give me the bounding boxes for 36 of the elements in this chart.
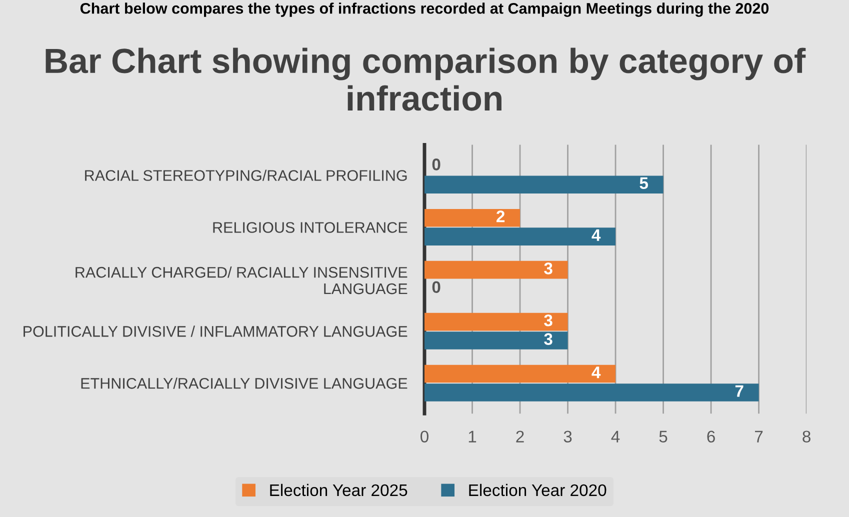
y-tick-label: POLITICALLY DIVISIVE / INFLAMMATORY LANGUAGE [24,326,408,337]
x-tick-label: 2 [516,430,524,442]
y-tick-label: RELIGIOUS INTOLERANCE [213,222,408,233]
data-label: 2 [496,210,505,222]
x-tick-label: 8 [802,430,810,443]
bar [424,208,520,227]
bar [424,228,616,246]
x-tick-label: 6 [707,430,715,443]
legend-label: Election Year 2025 [270,484,408,496]
bar [424,332,568,350]
bar [424,176,664,194]
text: Chart below compares the types of infractions recorded at Campaign Meetings during the 2020 [80,2,769,17]
y-tick-label: ETHNICALLY/RACIALLY DIVISIVE LANGUAGE [81,378,408,389]
data-label: 3 [544,314,552,326]
legend-label: Election Year 2020 [469,484,606,496]
bar [424,312,568,331]
data-label: 4 [592,366,601,378]
bar [424,260,568,279]
x-tick-label: 7 [755,430,763,442]
y-tick-label: RACIAL STEREOTYPING/RACIAL PROFILING [85,170,407,181]
data-label: 0 [432,281,440,294]
bar [424,364,616,383]
chart-title: Bar Chart showing comparison by category of infraction [46,48,806,111]
bar [424,384,759,402]
x-tick-label: 0 [420,430,428,443]
data-label: 7 [735,385,744,397]
data-label: 4 [592,229,601,241]
x-tick-label: 1 [468,430,476,442]
data-label: 3 [544,333,552,346]
x-tick-label: 3 [564,430,572,443]
data-label: 3 [544,262,552,274]
x-tick-label: 5 [659,430,668,443]
data-label: 0 [432,158,440,170]
x-tick-label: 4 [611,430,620,442]
y-tick-label: RACIALLY CHARGED/ RACIALLY INSENSITIVE LANGUAGE [76,266,408,294]
data-label: 5 [640,177,648,190]
